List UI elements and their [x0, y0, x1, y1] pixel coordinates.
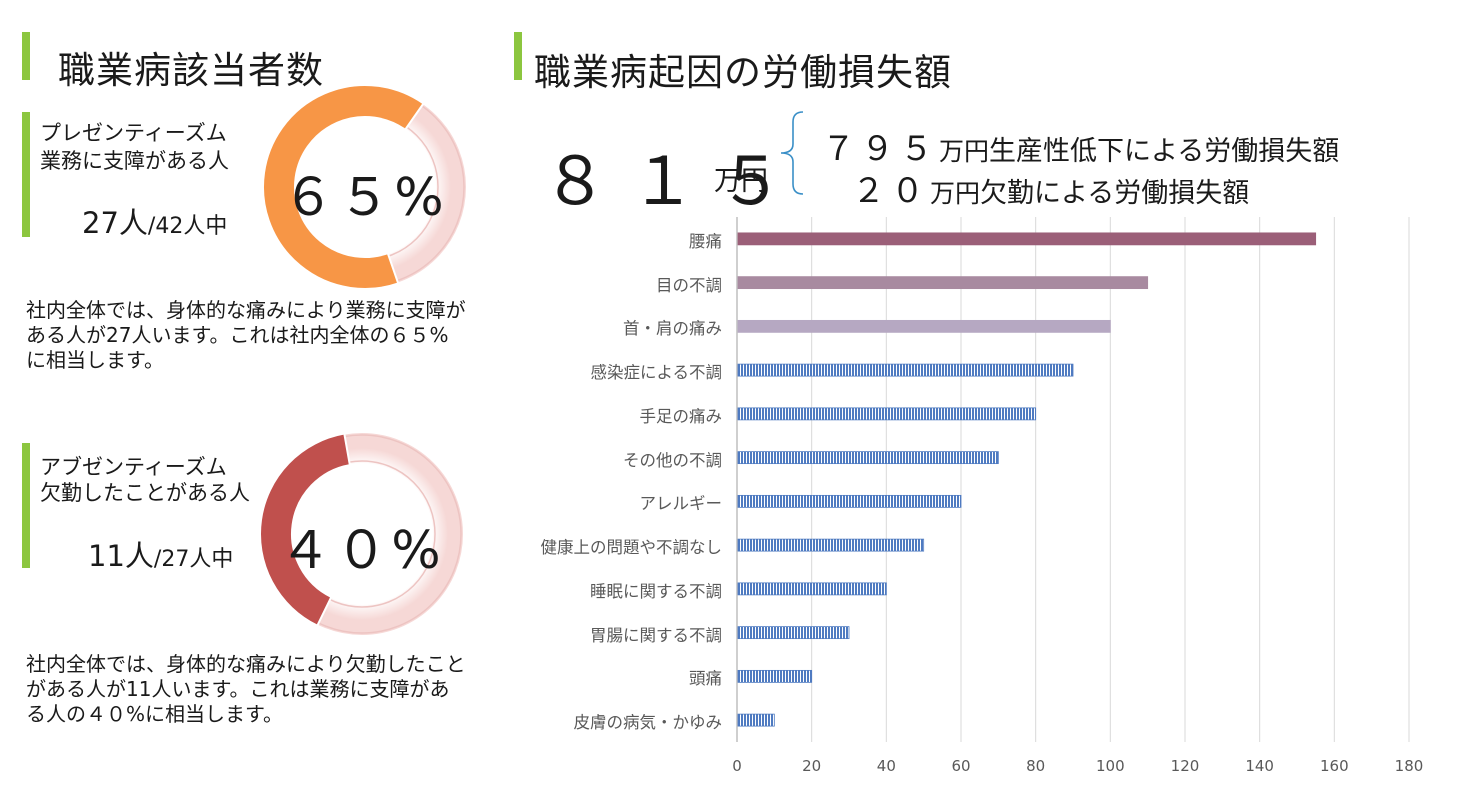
total-loss-value: ８１５ — [542, 143, 806, 220]
absenteeism-description: 社内全体では、身体的な痛みにより欠勤したことがある人が11人います。これは業務に… — [26, 652, 466, 726]
category-label: 胃腸に関する不調 — [590, 625, 722, 645]
bar — [737, 494, 962, 508]
category-label: 感染症による不調 — [590, 363, 722, 383]
productivity-loss-line: ７９５万円生産性低下による労働損失額 — [822, 122, 1339, 170]
absenteeism-accent-bar — [22, 443, 30, 568]
category-label: 睡眠に関する不調 — [590, 581, 722, 601]
bar — [737, 363, 1074, 377]
absenteeism-donut — [259, 432, 463, 635]
presenteeism-ratio: 27人/42人中 — [82, 200, 227, 242]
absenteeism-percent: ４０% — [279, 521, 445, 581]
productivity-loss-desc: 生産性低下による労働損失額 — [989, 136, 1340, 167]
loss-title: 職業病起因の労働損失額 — [534, 51, 952, 94]
presenteeism-total: /42人中 — [147, 214, 228, 239]
absenteeism-count: 11人 — [88, 539, 154, 573]
absenteeism-ratio: 11人/27人中 — [88, 533, 233, 575]
breakdown-brace — [780, 111, 804, 195]
chart-category-labels: 腰痛目の不調首・肩の痛み感染症による不調手足の痛みその他の不調アレルギー健康上の… — [480, 0, 723, 791]
x-tick-label: 40 — [876, 757, 896, 775]
headcount-title: 職業病該当者数 — [58, 49, 324, 92]
productivity-loss-unit: 万円 — [939, 137, 990, 166]
presenteeism-sublabel: 業務に支障がある人 — [40, 149, 229, 173]
bar — [737, 669, 813, 683]
presenteeism-accent-bar — [22, 112, 30, 237]
x-tick-label: 180 — [1394, 757, 1424, 775]
category-label: 腰痛 — [689, 231, 722, 251]
absenteeism-sublabel: 欠勤したことがある人 — [40, 481, 250, 505]
absence-loss-line: ２０万円欠勤による労働損失額 — [852, 164, 1249, 212]
x-tick-label: 80 — [1026, 757, 1046, 775]
presenteeism-donut-segment — [262, 84, 425, 290]
bar — [737, 407, 1037, 421]
bar — [737, 582, 887, 596]
loss-title-accent-bar — [514, 32, 522, 80]
absenteeism-label: アブゼンティーズム — [40, 455, 227, 479]
bar — [737, 319, 1111, 333]
x-tick-label: 140 — [1245, 757, 1274, 775]
bar — [737, 626, 850, 640]
bar — [737, 713, 775, 727]
absenteeism-total: /27人中 — [153, 547, 234, 572]
category-label: 手足の痛み — [639, 406, 723, 426]
bar — [737, 451, 999, 465]
bar — [737, 276, 1149, 290]
presenteeism-label: プレゼンティーズム — [40, 121, 227, 145]
x-tick-label: 100 — [1096, 757, 1125, 775]
category-label: 頭痛 — [689, 669, 722, 689]
category-label: 首・肩の痛み — [623, 319, 722, 339]
bar — [737, 538, 925, 552]
presenteeism-donut — [262, 84, 466, 290]
x-tick-label: 20 — [802, 757, 822, 775]
category-label: アレルギー — [639, 494, 723, 514]
bar — [737, 232, 1317, 246]
absence-loss-desc: 欠勤による労働損失額 — [980, 178, 1250, 209]
productivity-loss-value: ７９５ — [822, 129, 939, 168]
x-tick-label: 120 — [1170, 757, 1200, 775]
presenteeism-description: 社内全体では、身体的な痛みにより業務に支障がある人が27人います。これは社内全体… — [26, 298, 466, 372]
category-label: その他の不調 — [623, 450, 722, 470]
absence-loss-value: ２０ — [852, 171, 930, 210]
x-tick-label: 60 — [951, 757, 971, 775]
absenteeism-donut-segment — [259, 432, 352, 628]
x-tick-label: 0 — [732, 757, 742, 775]
absence-loss-unit: 万円 — [930, 179, 981, 208]
presenteeism-percent: ６５% — [282, 168, 448, 228]
category-label: 健康上の問題や不調なし — [540, 538, 723, 558]
category-label: 目の不調 — [656, 275, 722, 295]
category-label: 皮膚の病気・かゆみ — [573, 713, 723, 733]
x-tick-label: 160 — [1320, 757, 1349, 775]
total-loss-unit: 万円 — [714, 166, 768, 197]
title-accent-bar — [22, 32, 30, 80]
presenteeism-count: 27人 — [82, 206, 148, 240]
